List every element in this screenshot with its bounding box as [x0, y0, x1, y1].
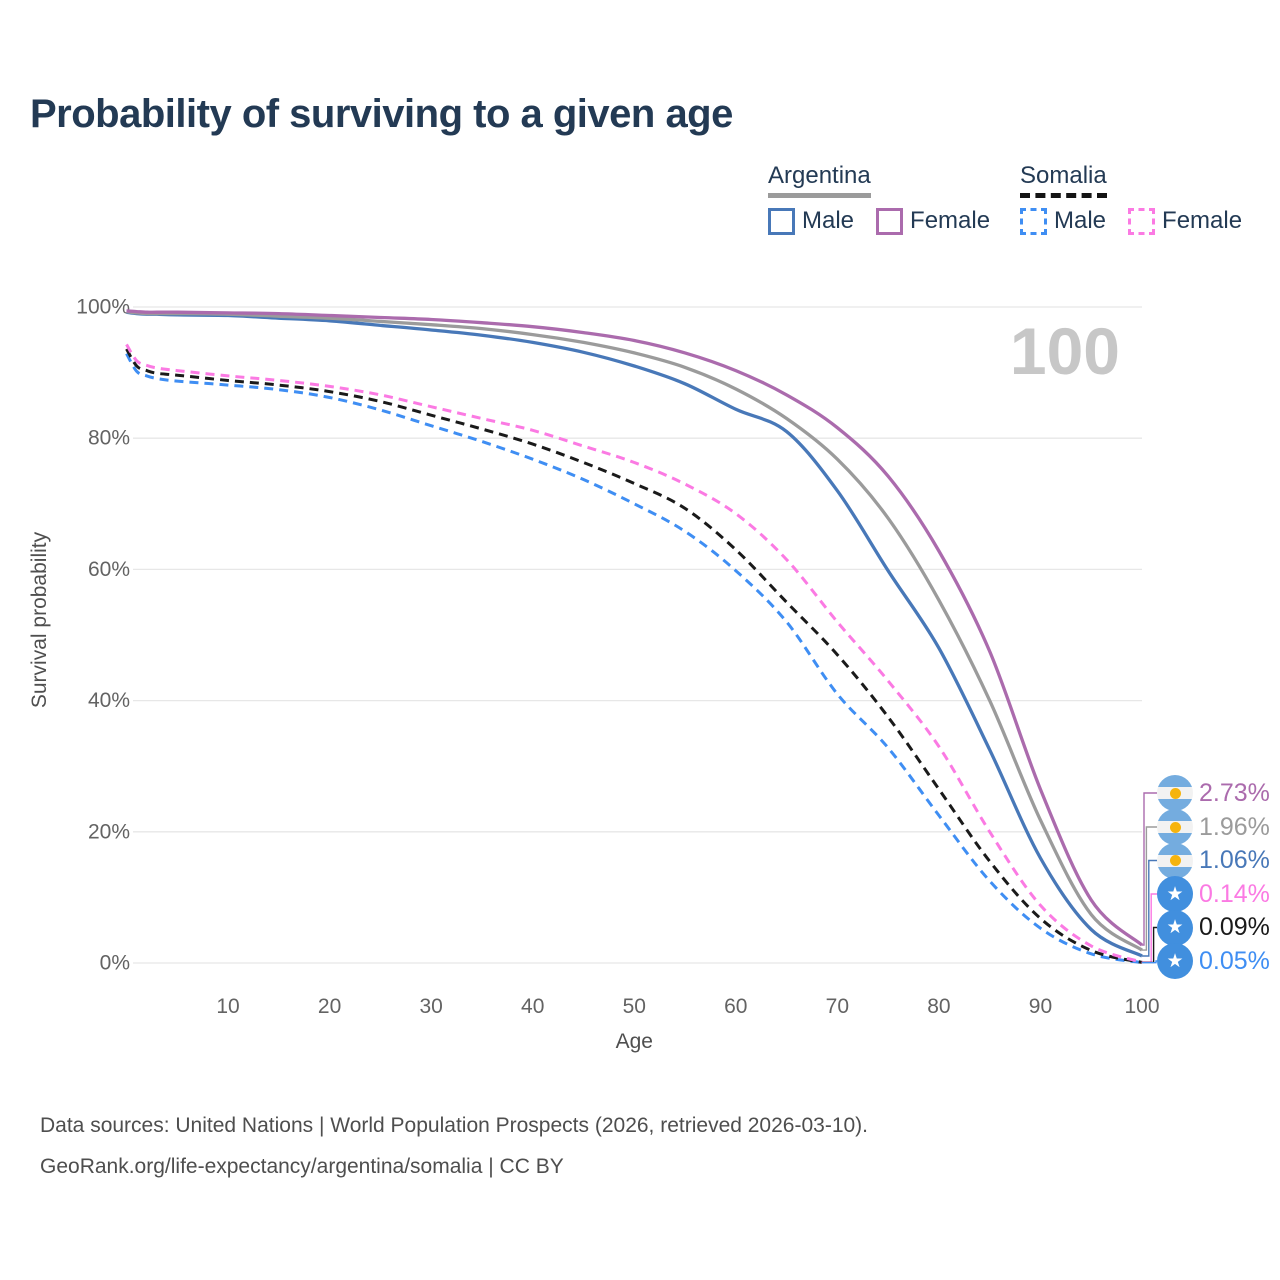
x-tick-label: 80	[927, 995, 950, 1018]
hover-age-watermark: 100	[1010, 314, 1120, 388]
legend-item-label: Female	[1162, 207, 1243, 234]
x-tick-label: 60	[724, 995, 747, 1018]
legend-items-argentina: Male Female	[768, 207, 990, 235]
end-label-value: 2.73%	[1199, 778, 1270, 807]
leader-line	[1142, 859, 1157, 957]
end-label-value: 0.05%	[1199, 946, 1270, 975]
legend-item-argentina-female[interactable]: Female	[876, 207, 990, 235]
x-tick-label: 50	[623, 995, 646, 1018]
argentina-flag-icon	[1157, 809, 1193, 845]
x-tick-label: 20	[318, 995, 341, 1018]
somalia-flag-icon	[1157, 909, 1193, 946]
somalia-flag-icon	[1157, 876, 1193, 912]
x-axis-title: Age	[616, 1030, 653, 1053]
end-label-somalia-male: 0.05%	[1157, 943, 1270, 979]
legend-item-label: Female	[910, 207, 991, 234]
y-tick-label: 40%	[88, 689, 130, 712]
series-line-argentina	[126, 309, 1143, 952]
legend-item-somalia-female[interactable]: Female	[1128, 207, 1242, 235]
end-label-value: 0.14%	[1199, 879, 1270, 908]
legend-item-label: Male	[1054, 207, 1107, 234]
end-label-somalia-female: 0.14%	[1157, 876, 1270, 912]
legend-swatch-icon	[1128, 207, 1156, 235]
x-tick-label: 40	[521, 995, 544, 1018]
y-tick-label: 20%	[88, 820, 130, 843]
legend-item-somalia-male[interactable]: Male	[1020, 207, 1106, 235]
y-axis-title: Survival probability	[28, 531, 51, 708]
series-line-somalia-male	[125, 352, 1143, 965]
x-tick-label: 90	[1029, 995, 1052, 1018]
end-label-somalia: 0.09%	[1157, 909, 1270, 946]
y-tick-label: 0%	[100, 952, 130, 975]
leader-line	[1142, 826, 1157, 951]
series-line-somalia	[125, 348, 1143, 964]
series-line-somalia-female	[125, 343, 1143, 964]
y-tick-label: 100%	[76, 296, 130, 319]
legend-swatch-icon	[768, 207, 795, 235]
footer-sources: Data sources: United Nations | World Pop…	[40, 1114, 869, 1137]
y-tick-label: 60%	[88, 558, 130, 581]
legend-country-argentina[interactable]: Argentina	[768, 162, 871, 198]
end-label-argentina: 1.96%	[1157, 809, 1270, 845]
footer: Data sources: United Nations | World Pop…	[40, 1105, 868, 1187]
end-label-value: 0.09%	[1199, 913, 1270, 941]
legend-country-somalia[interactable]: Somalia	[1020, 162, 1107, 198]
survival-chart: 0% 20% 40% 60% 80% 100% 10 20 30 40 50 60 70 80 90 100 A…	[28, 296, 1160, 1054]
series-line-argentina-female	[126, 309, 1144, 947]
footer-attribution: GeoRank.org/life-expectancy/argentina/so…	[40, 1155, 564, 1178]
legend-swatch-icon	[1020, 207, 1047, 235]
end-label-value: 1.06%	[1199, 846, 1270, 874]
x-tick-label: 100	[1124, 995, 1159, 1018]
end-label-argentina-female: 2.73%	[1157, 775, 1270, 811]
argentina-flag-icon	[1157, 775, 1193, 811]
y-tick-label: 80%	[88, 427, 130, 450]
legend-item-label: Male	[802, 207, 855, 234]
x-tick-label: 70	[826, 995, 849, 1018]
legend-group-argentina: Argentina Male Female	[768, 162, 990, 235]
end-label-argentina-male: 1.06%	[1157, 842, 1270, 879]
x-tick-label: 10	[216, 995, 239, 1018]
x-tick-label: 30	[419, 995, 442, 1018]
argentina-flag-icon	[1157, 842, 1193, 879]
somalia-flag-icon	[1157, 943, 1193, 979]
leader-line	[1142, 792, 1157, 946]
end-label-value: 1.96%	[1199, 812, 1270, 841]
legend-items-somalia: Male Female	[1020, 207, 1242, 235]
legend-swatch-icon	[876, 207, 904, 235]
page-title: Probability of surviving to a given age	[30, 92, 733, 136]
legend-group-somalia: Somalia Male Female	[1020, 162, 1242, 235]
legend-item-argentina-male[interactable]: Male	[768, 207, 854, 235]
